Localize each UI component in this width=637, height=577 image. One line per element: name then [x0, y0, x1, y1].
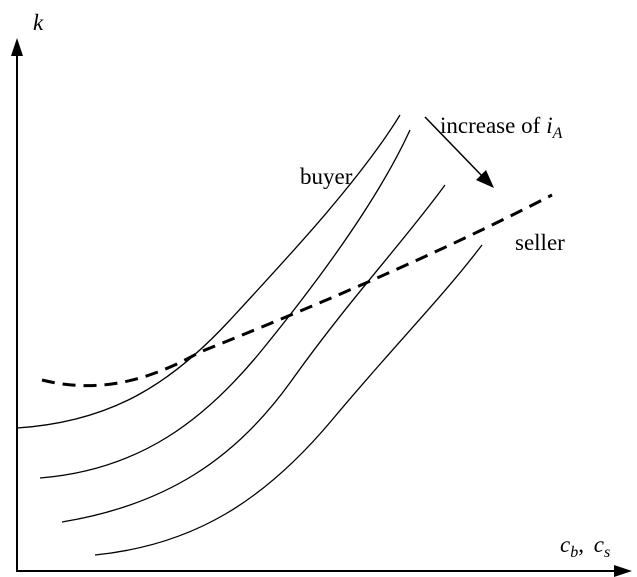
x-axis-label: cb, cs [560, 532, 610, 561]
buyer-curve [94, 244, 483, 556]
x-label-sub: b [570, 544, 578, 561]
x-label-var: c [560, 532, 570, 557]
shift-arrowhead [476, 170, 494, 188]
buyer-curve [39, 129, 411, 479]
buyer-curve [16, 114, 401, 429]
seller-label: seller [515, 230, 565, 255]
y-axis-label: k [33, 10, 44, 35]
seller-curve [41, 193, 553, 388]
x-arrowhead [614, 565, 632, 577]
x-label-var: c [594, 532, 604, 557]
shift-arrow [424, 116, 485, 179]
buyer-curve [61, 184, 446, 523]
x-label-separator: , [578, 532, 590, 557]
annotation-var: i [546, 113, 552, 138]
buyer-curves [16, 114, 483, 556]
annotation-text: increase of [440, 113, 541, 138]
y-arrowhead [11, 38, 23, 56]
annotation-sub: A [552, 125, 563, 142]
buyer-label: buyer [300, 164, 353, 189]
x-label-sub: s [604, 544, 610, 561]
annotation: increase of iA [440, 113, 563, 142]
